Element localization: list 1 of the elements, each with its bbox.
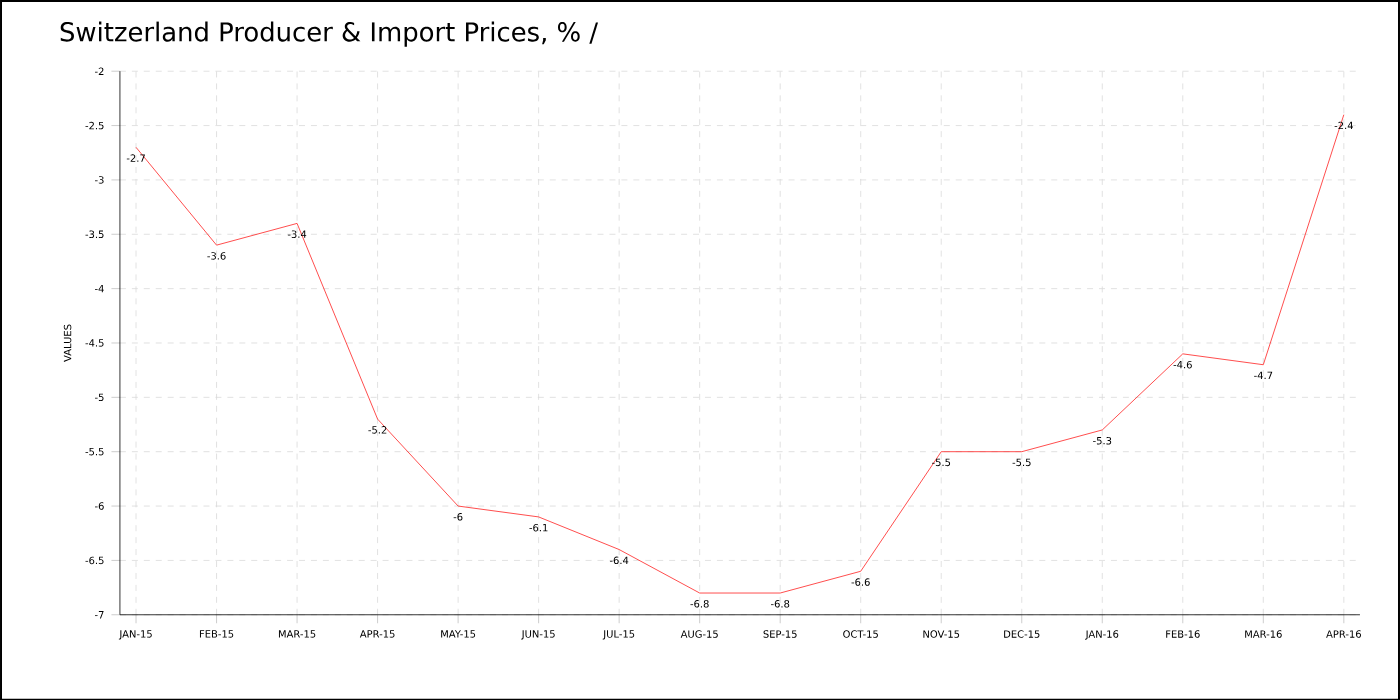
- chart-title: Switzerland Producer & Import Prices, % /: [60, 21, 599, 47]
